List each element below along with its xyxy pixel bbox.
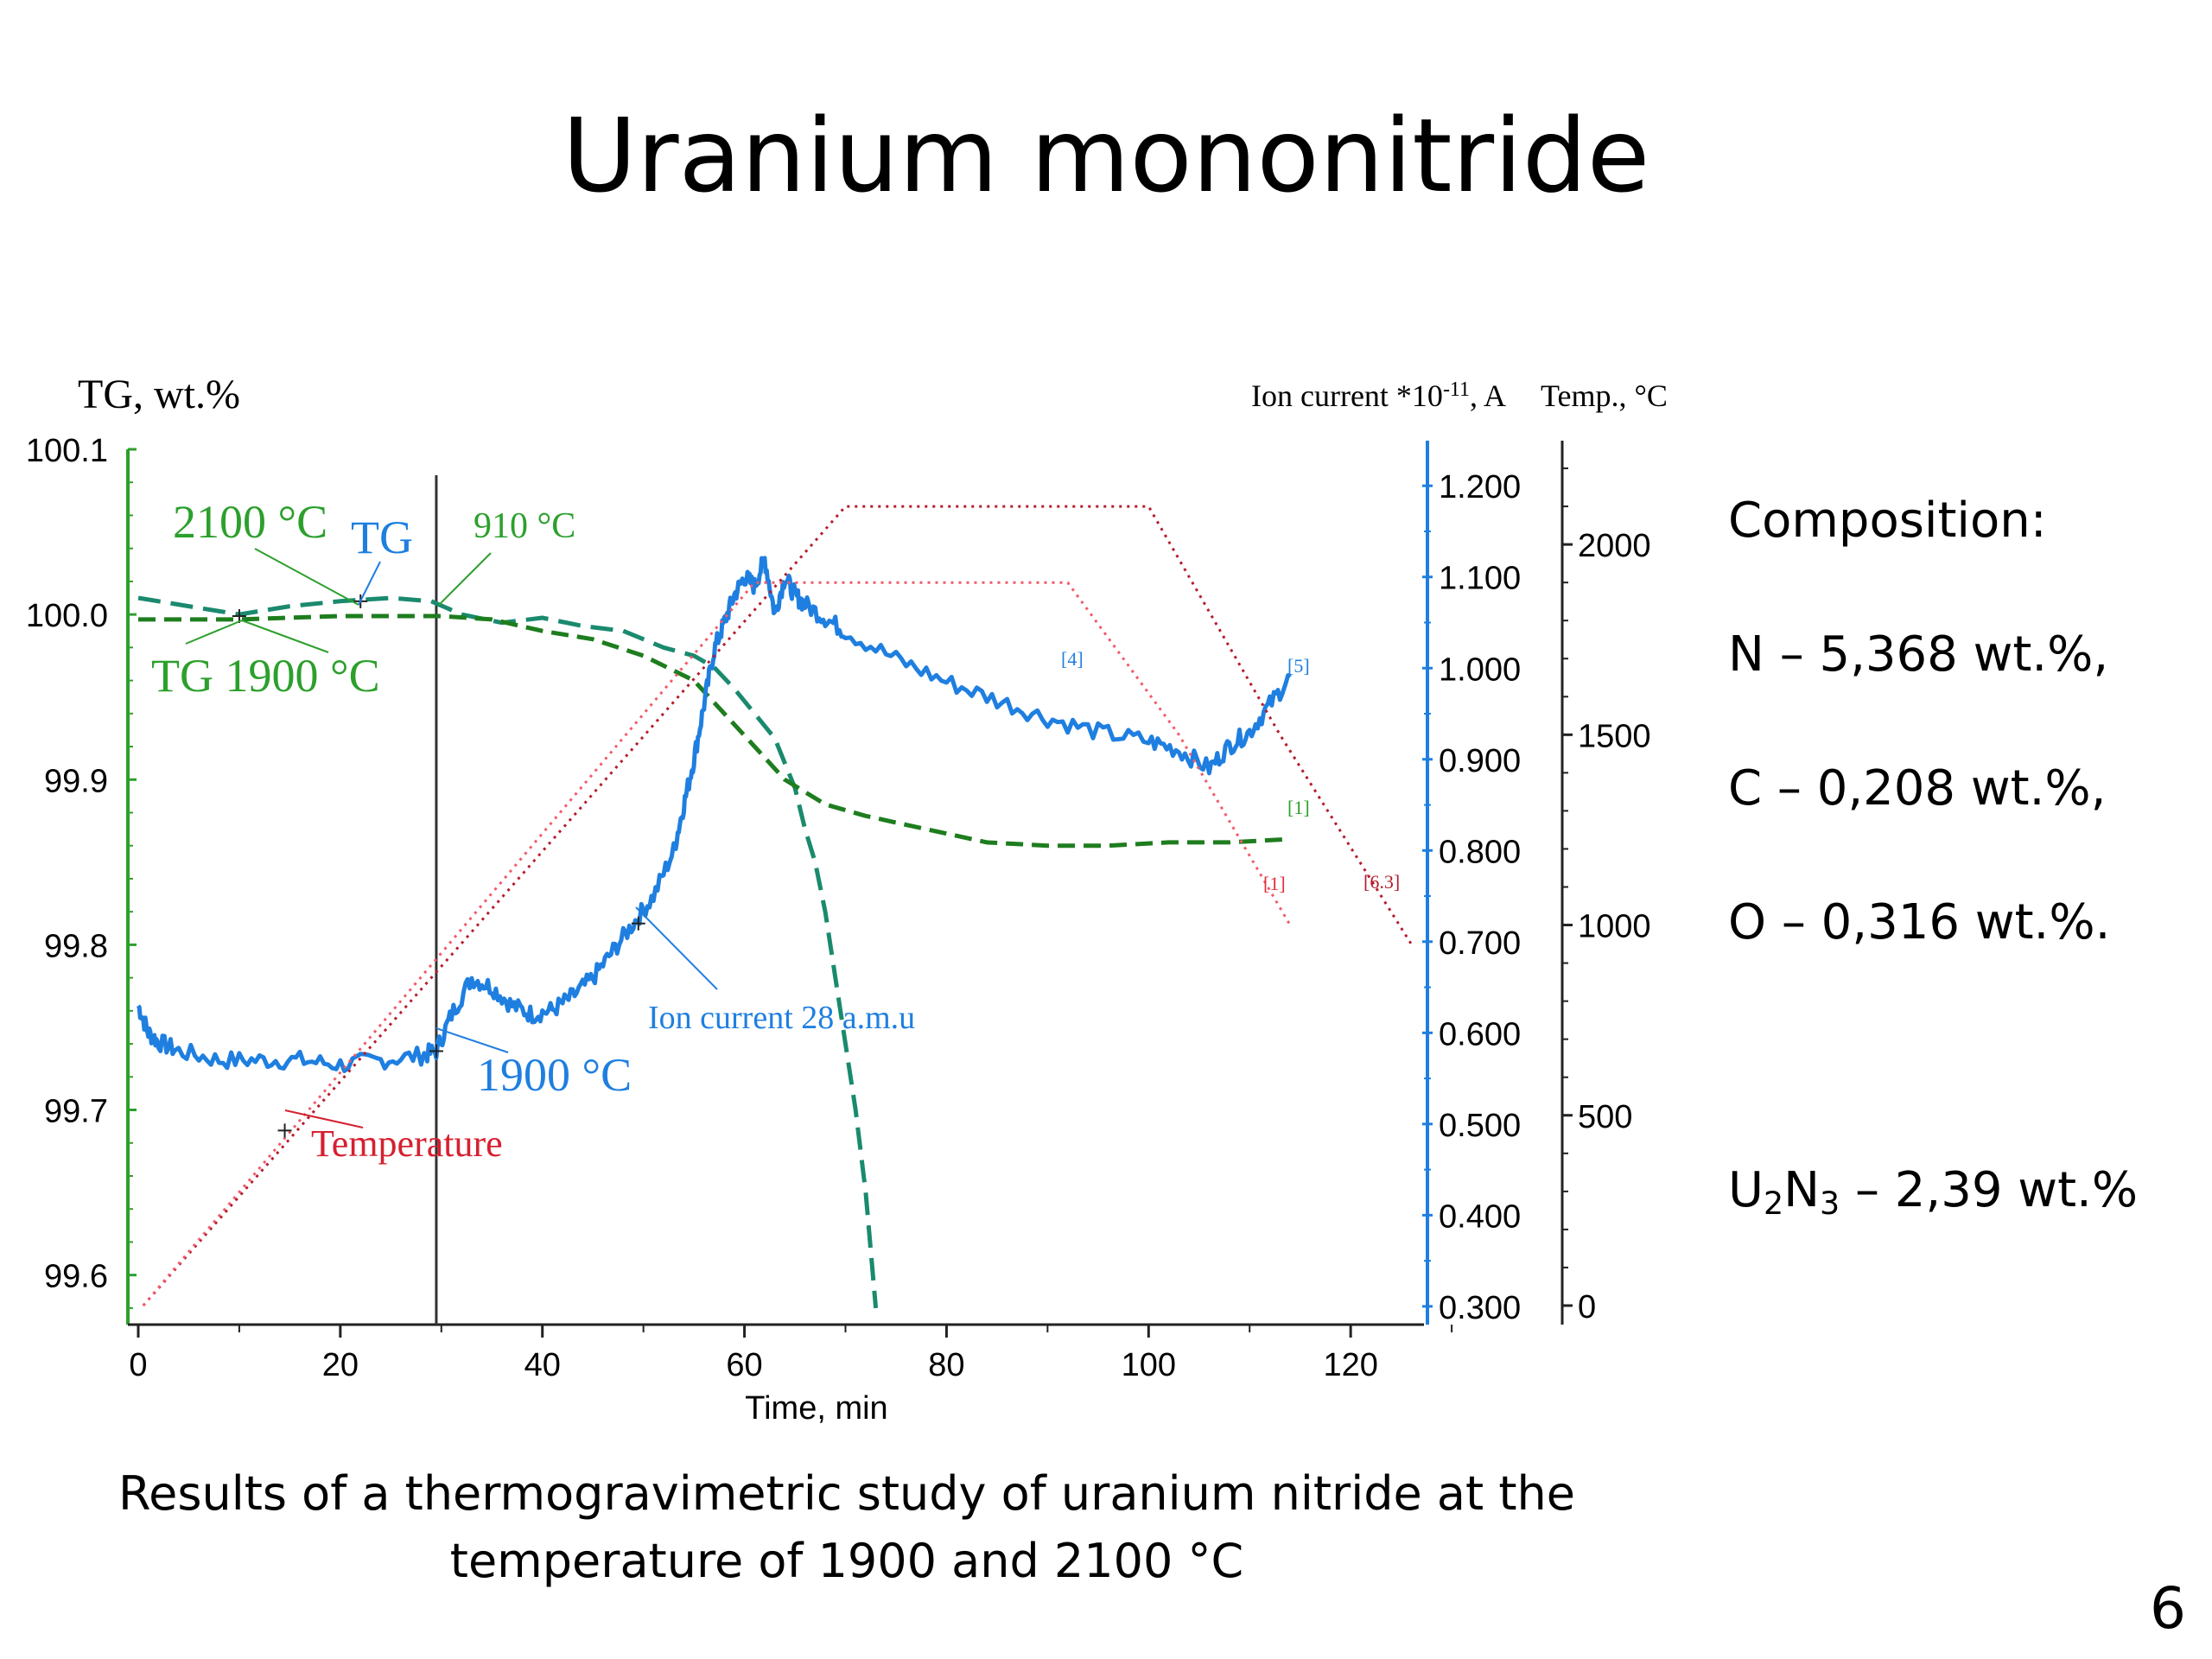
temp-tick-label: 2000 — [1578, 528, 1651, 564]
annotation-tg1900: TG 1900 °C — [151, 650, 380, 702]
ion-tick-label: 1.100 — [1439, 561, 1521, 597]
tg-tick-label: 99.9 — [44, 763, 108, 799]
series-line-temperature-1900-c — [142, 581, 1292, 1306]
ion-tick-label: 0.500 — [1439, 1108, 1521, 1144]
ion-tick-label: 1.000 — [1439, 652, 1521, 688]
marker-red-6-3: [6.3] — [1363, 871, 1400, 893]
ion-tick-label: 0.900 — [1439, 743, 1521, 779]
composition-u2n3: U2N3 – 2,39 wt.% — [1728, 1162, 2139, 1223]
temp-tick-label: 1000 — [1578, 909, 1651, 945]
curve-cross-marker — [277, 1123, 292, 1138]
series-line-ion-current-28-a-m-u — [136, 556, 1292, 1073]
composition-n: N – 5,368 wt.%, — [1728, 626, 2109, 683]
leader-temperature — [284, 1109, 364, 1128]
annotation-2100: 2100 °C — [173, 496, 327, 548]
x-tick-label: 40 — [524, 1347, 561, 1383]
leader-ion — [635, 906, 718, 990]
tg-tick-label: 99.8 — [44, 928, 108, 964]
annotation-ion-1900: 1900 °C — [477, 1049, 632, 1101]
x-tick-label: 100 — [1122, 1347, 1176, 1383]
series-line-tg-1900-c — [138, 613, 1291, 849]
ion-axis-label: Ion current *10-11, A — [1251, 378, 1506, 413]
x-tick-label: 0 — [129, 1347, 147, 1383]
leader-ion1900 — [435, 1027, 509, 1053]
x-axis-label: Time, min — [745, 1390, 887, 1427]
page-number: 6 — [2150, 1575, 2186, 1642]
curve-cross-marker — [631, 916, 645, 931]
composition-heading: Composition: — [1728, 493, 2047, 549]
leader-tg1900-a — [185, 620, 243, 645]
ion-tick-label: 0.800 — [1439, 834, 1521, 870]
temp-tick-label: 0 — [1578, 1289, 1596, 1325]
temp-tick-label: 1500 — [1578, 718, 1651, 754]
leader-910 — [438, 552, 492, 606]
tg-axis-label: TG, wt.% — [78, 372, 240, 417]
figure-caption: Results of a thermogravimetric study of … — [118, 1466, 1575, 1588]
marker-green-1: [1] — [1287, 797, 1310, 818]
tg-tick-label: 99.6 — [44, 1259, 108, 1295]
composition-o: O – 0,316 wt.%. — [1728, 894, 2111, 950]
leader-2100 — [254, 548, 359, 606]
tg-tick-label: 100.1 — [26, 433, 108, 469]
annotation-910: 910 °C — [474, 506, 575, 546]
annotation-ion-current: Ion current 28 a.m.u — [648, 1000, 915, 1036]
ion-tick-label: 0.700 — [1439, 925, 1521, 962]
marker-blue-4: [4] — [1061, 648, 1084, 670]
ion-tick-label: 1.200 — [1439, 469, 1521, 505]
tg-tick-label: 100.0 — [26, 598, 108, 634]
temp-axis-label: Temp., °C — [1541, 378, 1668, 413]
annotation-tg-blue: TG — [351, 512, 413, 563]
series-line-temperature-2100-c — [142, 505, 1413, 1306]
series-line-tg-2100-c — [137, 595, 879, 1309]
leader-tg-blue — [358, 561, 381, 606]
annotation-temperature: Temperature — [311, 1122, 503, 1165]
x-tick-label: 80 — [928, 1347, 964, 1383]
composition-c: C – 0,208 wt.%, — [1728, 760, 2107, 817]
annotation-leader-lines — [185, 548, 718, 1128]
slide-title: Uranium mononitride — [562, 96, 1650, 215]
curve-cross-marker — [429, 1044, 443, 1058]
ion-tick-label: 0.600 — [1439, 1016, 1521, 1052]
tg-tick-label: 99.7 — [44, 1094, 108, 1130]
marker-blue-5: [5] — [1287, 655, 1310, 677]
ion-tick-label: 0.400 — [1439, 1198, 1521, 1235]
marker-red-1: [1] — [1263, 873, 1286, 894]
x-tick-label: 20 — [322, 1347, 359, 1383]
chart-axes — [126, 441, 1564, 1326]
leader-tg1900-b — [241, 620, 329, 653]
ion-tick-label: 0.300 — [1439, 1290, 1521, 1326]
x-tick-label: 60 — [726, 1347, 762, 1383]
temp-tick-label: 500 — [1578, 1099, 1632, 1135]
x-tick-label: 120 — [1323, 1347, 1377, 1383]
